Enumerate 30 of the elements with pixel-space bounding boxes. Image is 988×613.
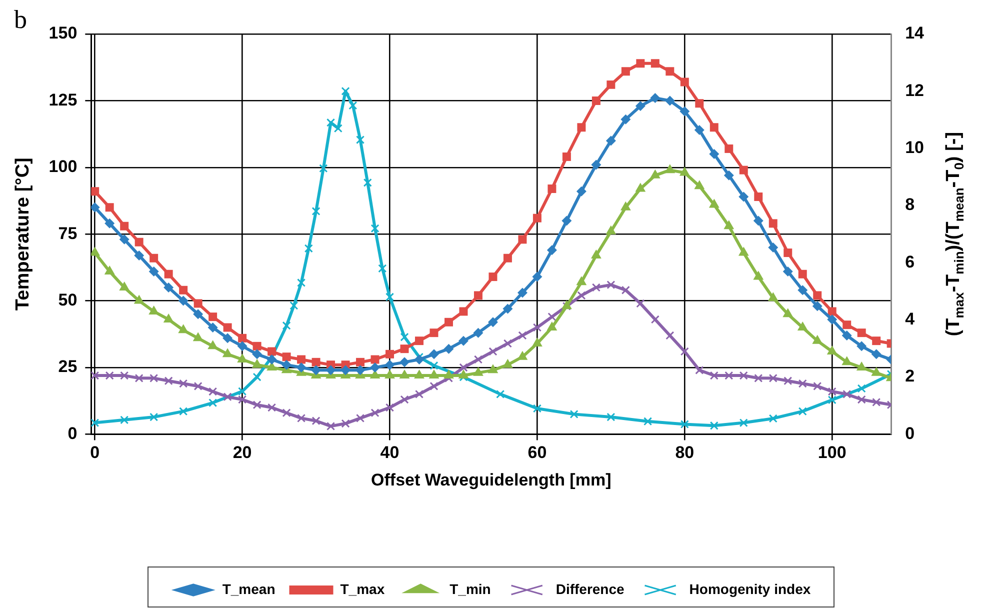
y2-tick-label: 0 xyxy=(905,424,915,443)
y-tick-label: 25 xyxy=(58,357,78,376)
y2-tick-label: 4 xyxy=(905,310,916,329)
x-tick-label: 40 xyxy=(380,443,400,462)
y-tick-label: 75 xyxy=(58,224,78,243)
text: (Tmax-Tmin)/(Tmean-T0) [-] xyxy=(943,132,967,336)
legend-label: Homogenity index xyxy=(689,580,811,597)
y2-tick-label: 12 xyxy=(905,80,924,100)
y-tick-label: 150 xyxy=(48,24,78,43)
y2-tick-label: 10 xyxy=(905,138,924,158)
text: b xyxy=(14,4,27,34)
x-tick-label: 80 xyxy=(675,443,694,462)
x-axis-title: Offset Waveguidelength [mm] xyxy=(371,470,612,490)
y-tick-label: 0 xyxy=(68,424,78,443)
x-tick-label: 100 xyxy=(818,443,846,462)
y2-tick-label: 8 xyxy=(905,195,915,214)
y2-tick-label: 14 xyxy=(905,24,925,43)
y-tick-label: 125 xyxy=(48,90,78,110)
x-tick-label: 0 xyxy=(90,443,100,462)
y-tick-label: 50 xyxy=(58,290,78,310)
y-tick-label: 100 xyxy=(48,157,78,176)
legend-label: T_min xyxy=(450,580,491,597)
y-axis-title: Temperature [°C] xyxy=(12,158,34,311)
legend-label: Difference xyxy=(556,580,625,597)
legend-label: T_max xyxy=(340,580,385,597)
y2-tick-label: 2 xyxy=(905,366,915,386)
x-tick-label: 60 xyxy=(528,443,547,462)
legend-label: T_mean xyxy=(222,580,276,597)
y2-tick-label: 6 xyxy=(905,252,915,272)
x-tick-label: 20 xyxy=(232,443,252,462)
